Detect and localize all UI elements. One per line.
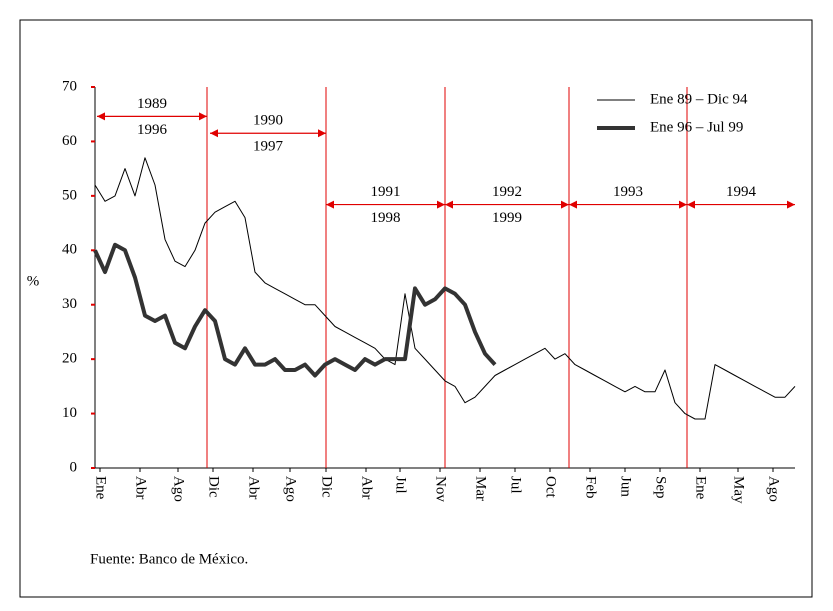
series-line bbox=[93, 242, 497, 378]
year-label: 1992 bbox=[492, 184, 522, 200]
year-label: 1990 bbox=[253, 113, 283, 129]
legend-label: Ene 89 – Dic 94 bbox=[650, 91, 748, 107]
y-axis-label: % bbox=[27, 273, 40, 289]
y-tick-label: 0 bbox=[70, 459, 78, 475]
x-tick-label: Nov bbox=[433, 476, 449, 502]
arrow-head bbox=[679, 200, 687, 209]
x-tick-label: Oct bbox=[543, 476, 559, 498]
year-label: 1999 bbox=[492, 210, 522, 226]
source-note: Fuente: Banco de México. bbox=[90, 551, 248, 567]
arrow-head bbox=[687, 200, 695, 209]
arrow-head bbox=[787, 200, 795, 209]
x-tick-label: Jul bbox=[508, 476, 524, 494]
arrow-head bbox=[437, 200, 445, 209]
x-tick-label: Abr bbox=[246, 476, 262, 499]
x-tick-label: Dic bbox=[206, 476, 222, 498]
x-tick-label: Sep bbox=[653, 476, 669, 499]
x-tick-label: Ene bbox=[93, 476, 109, 500]
arrow-head bbox=[318, 129, 326, 138]
y-tick-label: 30 bbox=[62, 296, 77, 312]
year-label: 1993 bbox=[613, 184, 643, 200]
arrow-head bbox=[561, 200, 569, 209]
series-line bbox=[94, 157, 796, 420]
arrow-head bbox=[445, 200, 453, 209]
x-tick-label: Abr bbox=[359, 476, 375, 499]
year-label: 1998 bbox=[371, 210, 401, 226]
frame bbox=[19, 19, 813, 598]
x-tick-label: Ago bbox=[283, 476, 299, 502]
y-tick-label: 60 bbox=[62, 133, 77, 149]
year-label: 1991 bbox=[371, 184, 401, 200]
x-tick-label: Jul bbox=[393, 476, 409, 494]
x-tick-label: May bbox=[731, 476, 747, 504]
year-label: 1989 bbox=[137, 96, 167, 112]
x-tick-label: Ene bbox=[693, 476, 709, 500]
x-tick-label: Abr bbox=[133, 476, 149, 499]
y-tick-label: 20 bbox=[62, 351, 77, 367]
y-tick-label: 50 bbox=[62, 187, 77, 203]
y-tick-label: 10 bbox=[62, 405, 77, 421]
year-label: 1996 bbox=[137, 122, 168, 138]
year-label: 1994 bbox=[726, 184, 757, 200]
x-tick-label: Mar bbox=[473, 476, 489, 501]
arrow-head bbox=[210, 129, 218, 138]
x-tick-label: Ago bbox=[766, 476, 782, 502]
arrow-head bbox=[199, 112, 207, 121]
y-tick-label: 70 bbox=[62, 78, 77, 94]
year-label: 1997 bbox=[253, 139, 284, 155]
arrow-head bbox=[569, 200, 577, 209]
x-tick-label: Dic bbox=[319, 476, 335, 498]
legend-label: Ene 96 – Jul 99 bbox=[650, 119, 743, 135]
y-tick-label: 40 bbox=[62, 242, 77, 258]
x-tick-label: Ago bbox=[171, 476, 187, 502]
arrow-head bbox=[97, 112, 105, 121]
x-tick-label: Feb bbox=[583, 476, 599, 499]
arrow-head bbox=[326, 200, 334, 209]
x-tick-label: Jun bbox=[618, 476, 634, 497]
